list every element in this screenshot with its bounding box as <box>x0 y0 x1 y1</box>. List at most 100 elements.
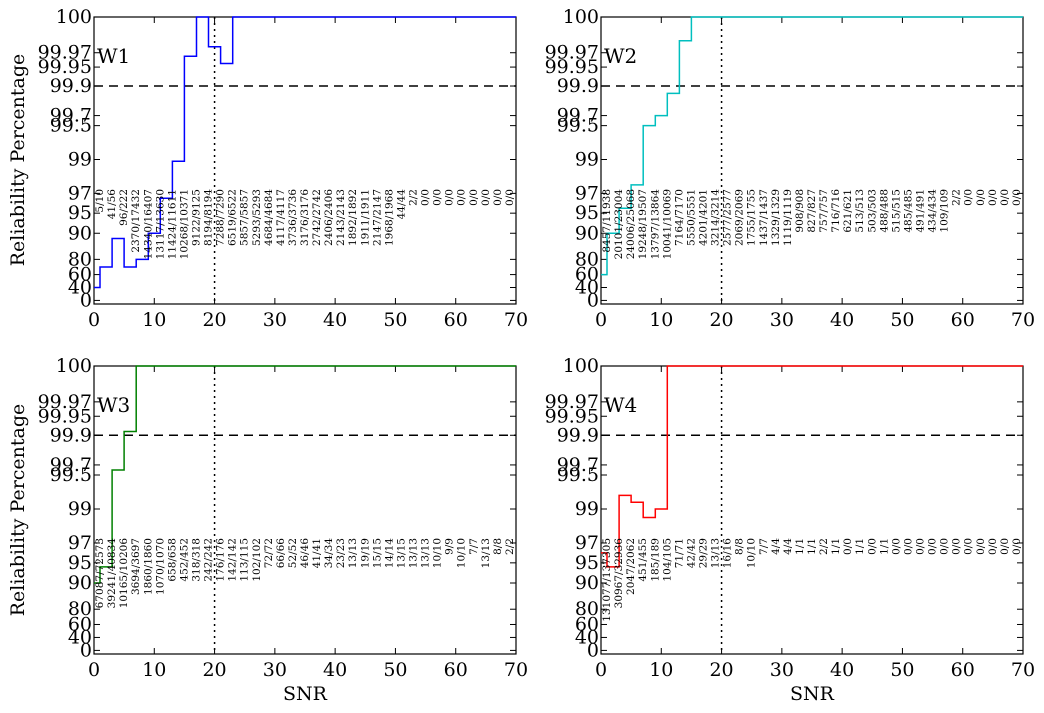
count-label: 10041/10069 <box>661 189 673 259</box>
panels-group: 04060809095979999.599.799.999.9599.97100… <box>38 6 1036 681</box>
count-label: 71/71 <box>673 538 685 568</box>
ylabel-text: Reliability Percentage <box>7 54 29 267</box>
count-label: 16/16 <box>722 538 734 569</box>
count-label: 318/318 <box>191 538 203 582</box>
y-tick-label: 99.9 <box>50 75 92 97</box>
x-tick-label: 70 <box>1011 309 1035 331</box>
count-label: 10/10 <box>746 538 758 568</box>
count-label: 0/0 <box>456 189 468 206</box>
y-tick-label: 0 <box>587 639 599 661</box>
count-label: 4117/4117 <box>275 189 287 246</box>
count-label: 513/513 <box>854 189 866 233</box>
count-label: 113/115 <box>239 538 251 582</box>
panel-w4: 04060809095979999.599.799.999.9599.97100… <box>545 355 1036 681</box>
count-label: 13/13 <box>420 538 432 568</box>
count-label: 0/0 <box>468 189 480 206</box>
y-tick-label: 95 <box>575 202 599 224</box>
count-label: 2147/2147 <box>371 189 383 246</box>
count-label: 7/7 <box>758 538 770 555</box>
count-label: 0/0 <box>842 538 854 555</box>
count-label: 15/15 <box>371 538 383 568</box>
count-label: 52/52 <box>287 538 299 568</box>
y-tick-label: 99 <box>575 498 599 520</box>
count-label: 0/0 <box>492 189 504 206</box>
x-tick-label: 0 <box>88 309 100 331</box>
count-label: 1860/1860 <box>142 538 154 595</box>
y-tick-label: 99.7 <box>557 105 599 127</box>
series-line <box>601 365 1023 568</box>
count-label: 13797/13864 <box>649 189 661 260</box>
x-tick-label: 30 <box>263 659 287 681</box>
count-label: 30967/32936 <box>613 538 625 609</box>
y-tick-label: 0 <box>80 289 92 311</box>
count-label: 176/176 <box>215 538 227 582</box>
y-tick-label: 40 <box>68 276 92 298</box>
x-tick-label: 30 <box>770 659 794 681</box>
count-label: 1968/1968 <box>383 189 395 246</box>
x-tick-label: 60 <box>444 659 468 681</box>
count-label: 0/0 <box>432 189 444 206</box>
count-label: 39241/40834 <box>106 538 118 609</box>
count-label: 2577/2577 <box>722 189 734 246</box>
count-label: 515/515 <box>890 189 902 233</box>
y-tick-label: 100 <box>56 355 92 377</box>
y-tick-label: 99.95 <box>38 56 92 78</box>
x-tick-label: 70 <box>504 309 528 331</box>
count-label: 34/34 <box>323 538 335 569</box>
x-tick-label: 40 <box>830 659 854 681</box>
panel-w2: 04060809095979999.599.799.999.9599.97100… <box>545 6 1036 331</box>
count-label: 10/10 <box>456 538 468 568</box>
count-label: 142/142 <box>227 538 239 582</box>
count-label: 1/1 <box>794 538 806 555</box>
count-label: 13/13 <box>480 538 492 568</box>
count-label: 242/242 <box>203 538 215 582</box>
y-tick-label: 60 <box>68 613 92 635</box>
count-label: 0/0 <box>927 538 939 555</box>
y-tick-label: 99.7 <box>557 454 599 476</box>
count-label: 434/434 <box>927 189 939 233</box>
count-label: 96/222 <box>118 189 130 226</box>
x-tick-label: 20 <box>709 659 733 681</box>
y-tick-label: 95 <box>68 202 92 224</box>
count-label: 5/10 <box>94 189 106 213</box>
count-label: 109/109 <box>939 189 951 233</box>
y-tick-label: 80 <box>575 598 599 620</box>
y-tick-label: 0 <box>80 639 92 661</box>
count-label: 66/66 <box>275 538 287 569</box>
y-tick-label: 99.7 <box>50 105 92 127</box>
count-label: 10/10 <box>432 538 444 568</box>
x-tick-label: 0 <box>595 659 607 681</box>
count-label: 14340/16407 <box>142 189 154 259</box>
count-label: 0/0 <box>866 538 878 555</box>
panel-w3: 04060809095979999.599.799.999.9599.97100… <box>38 355 529 681</box>
x-tick-label: 40 <box>323 309 347 331</box>
count-label: 1/1 <box>830 538 842 555</box>
count-label: 8194/8194 <box>203 189 215 246</box>
count-label: 1755/1755 <box>746 189 758 246</box>
count-label: 0/0 <box>915 538 927 555</box>
y-tick-label: 40 <box>575 276 599 298</box>
x-tick-label: 10 <box>142 659 166 681</box>
count-label: 11424/11611 <box>166 189 178 259</box>
y-tick-label: 80 <box>68 598 92 620</box>
count-label: 10165/10206 <box>118 538 130 609</box>
count-label: 104/105 <box>661 538 673 582</box>
panel-title: W1 <box>97 44 130 68</box>
count-label: 0/0 <box>999 189 1011 206</box>
x-tick-label: 60 <box>951 659 975 681</box>
count-label: 3694/3697 <box>130 538 142 595</box>
count-label: 8457/11938 <box>601 189 613 253</box>
count-label: 41/56 <box>106 189 118 220</box>
count-label: 1/1 <box>878 538 890 555</box>
x-tick-label: 30 <box>770 309 794 331</box>
y-tick-label: 60 <box>575 264 599 286</box>
y-tick-label: 90 <box>575 572 599 594</box>
panel-title: W3 <box>97 393 130 417</box>
count-label: 13/13 <box>408 538 420 568</box>
x-tick-label: 40 <box>323 659 347 681</box>
count-label: 131077/137305 <box>601 538 613 622</box>
panel-title: W4 <box>604 393 637 417</box>
y-tick-label: 90 <box>68 222 92 244</box>
count-label: 6519/6522 <box>227 189 239 246</box>
xlabel-right: SNR <box>790 683 835 705</box>
